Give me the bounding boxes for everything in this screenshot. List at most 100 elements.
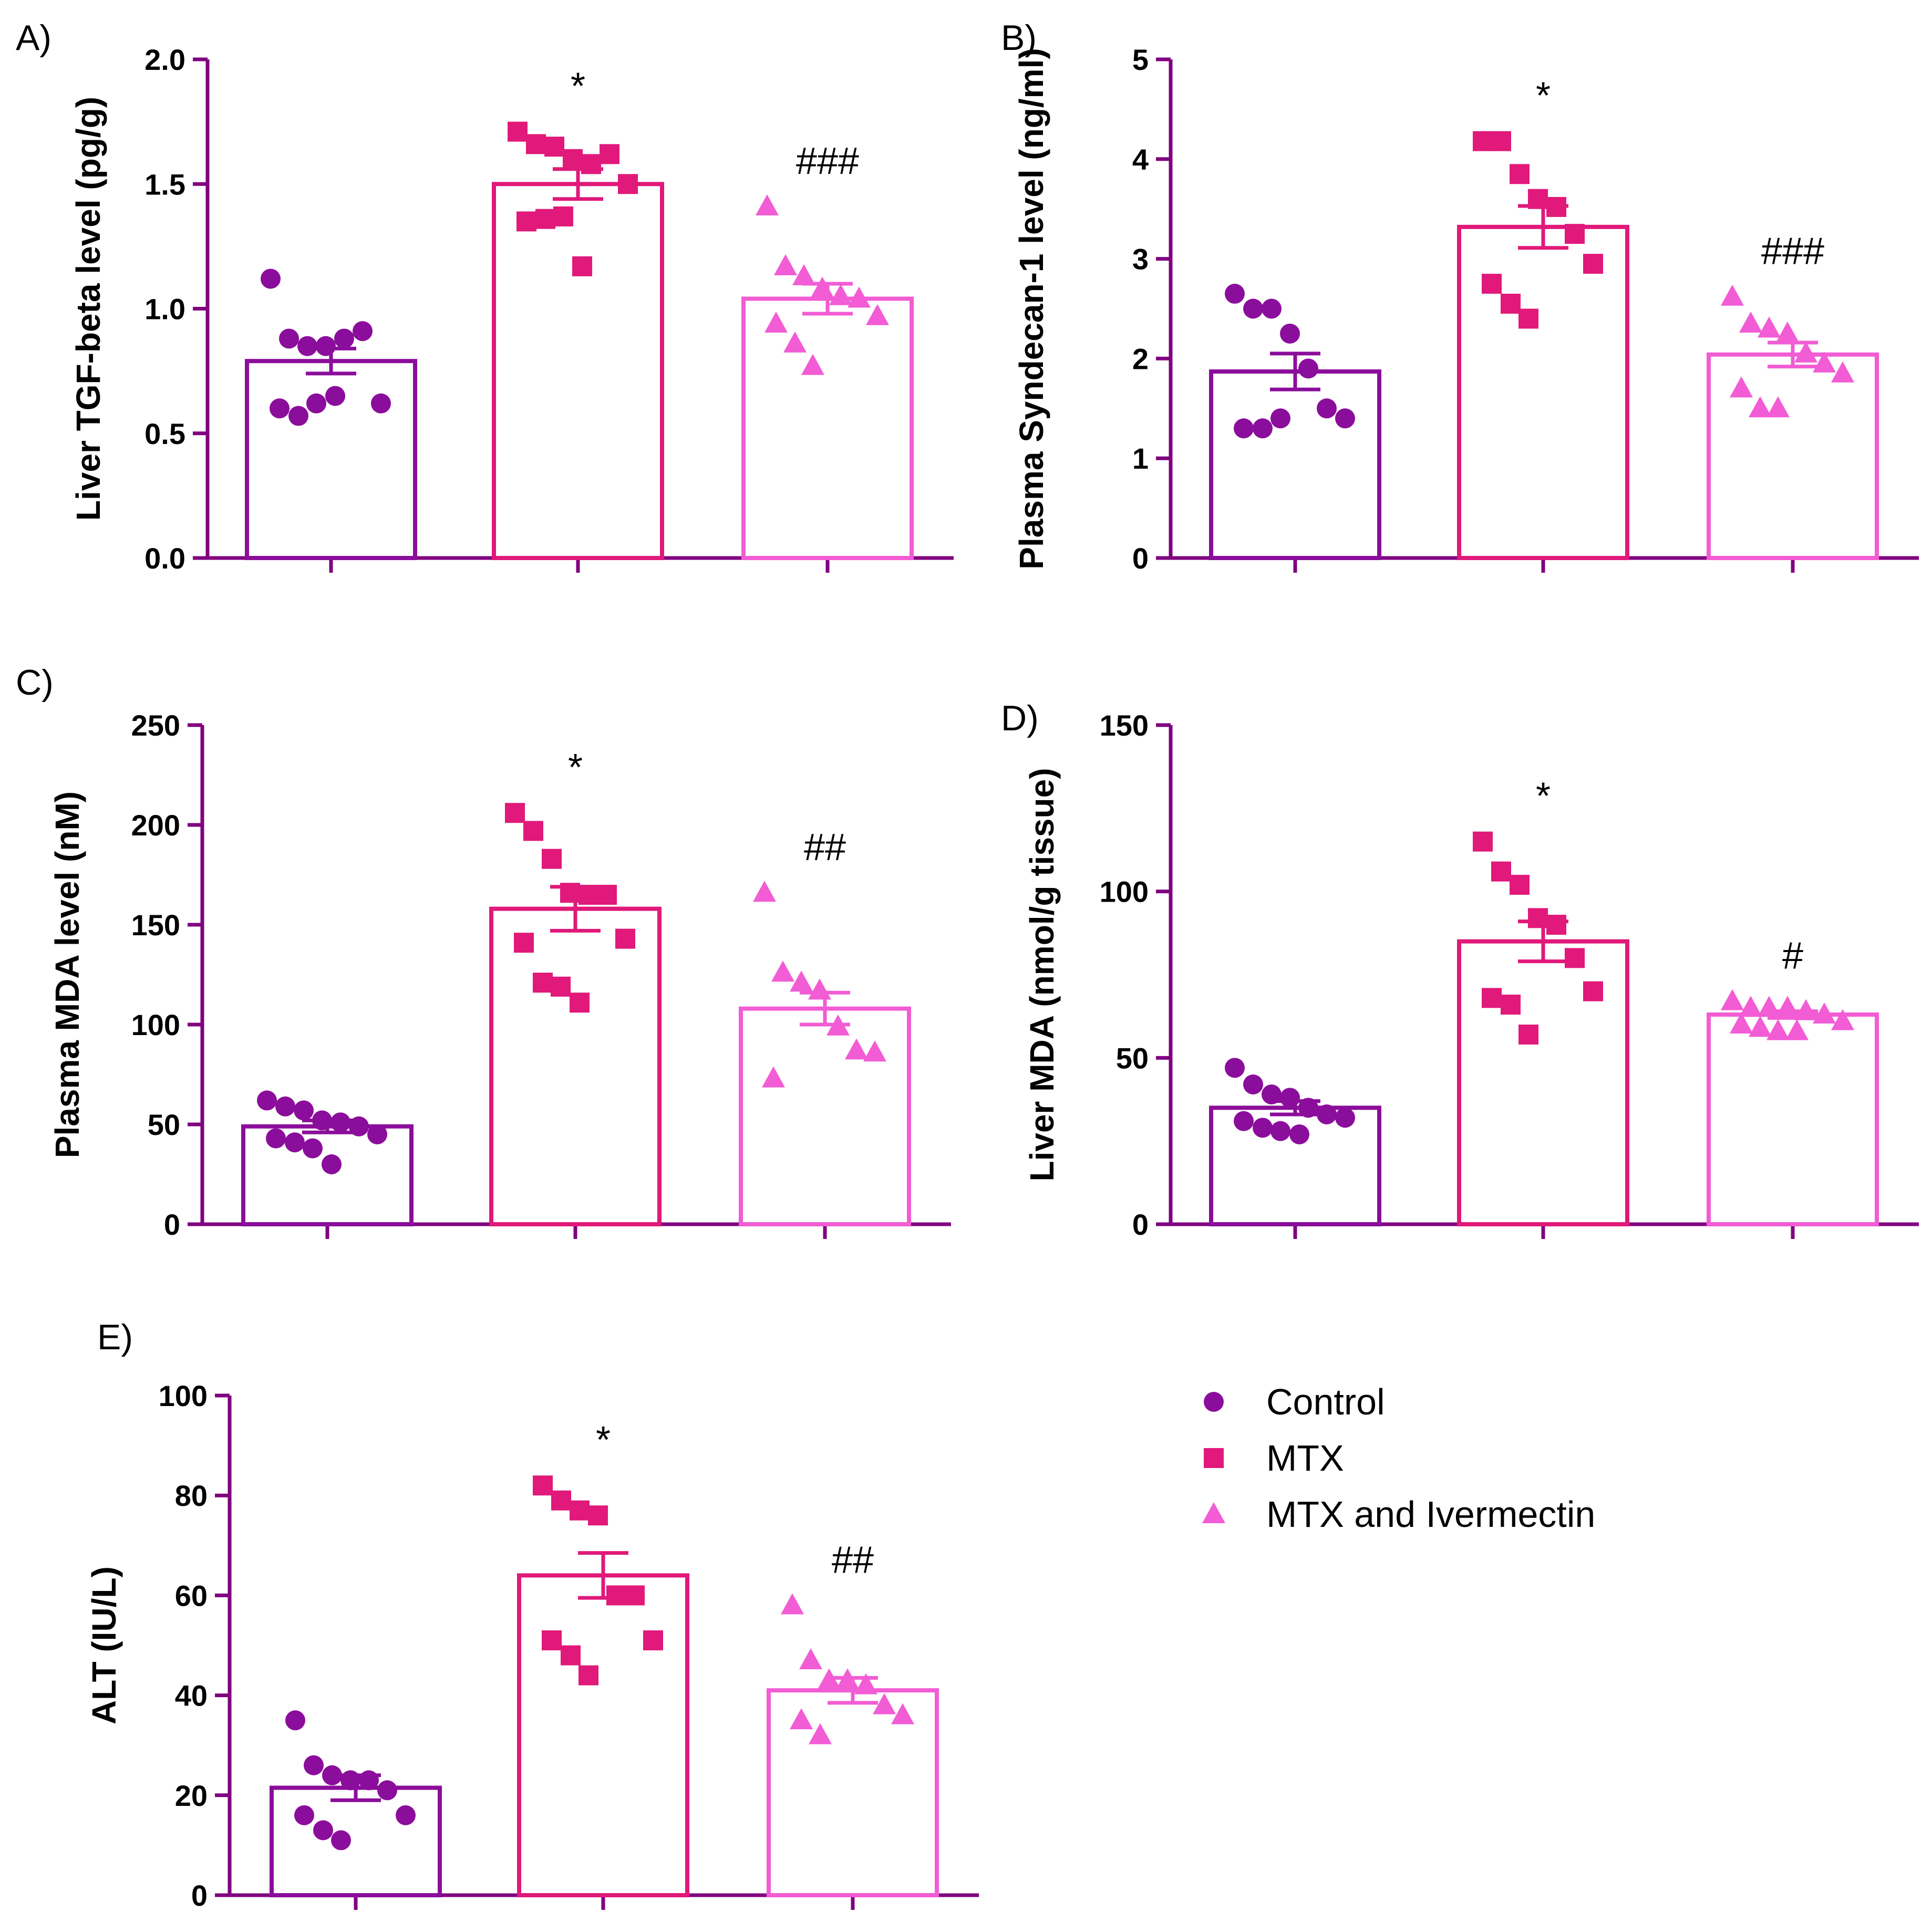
- data-point: [570, 993, 590, 1013]
- data-point: [1280, 323, 1300, 344]
- data-point: [771, 960, 794, 982]
- y-tick-label: 0.0: [144, 542, 185, 575]
- data-point: [285, 1710, 305, 1731]
- bar-mtx-and-ivermectin: [739, 1006, 911, 1226]
- data-point: [544, 137, 564, 157]
- data-point: [600, 144, 619, 164]
- data-point: [523, 821, 543, 841]
- data-point: [1813, 1003, 1836, 1024]
- data-point: [643, 1630, 663, 1650]
- data-point: [811, 276, 834, 298]
- data-point: [597, 885, 617, 905]
- data-point: [1831, 361, 1854, 383]
- chart-panel-c: C) 0 50 100 150 200 250 Plasma MDA level (nM) * #…: [16, 663, 951, 1241]
- data-point: [578, 1665, 598, 1686]
- data-point: [762, 1066, 785, 1088]
- bar-mtx-and-ivermectin: [1707, 352, 1879, 560]
- y-tick-label: 4: [1132, 143, 1149, 176]
- data-point: [340, 1770, 360, 1791]
- data-point: [756, 194, 779, 215]
- y-tick-label: 50: [1116, 1041, 1149, 1074]
- data-point: [1335, 408, 1355, 429]
- data-point: [873, 1693, 896, 1714]
- data-point: [863, 1040, 886, 1062]
- y-tick-label: 250: [131, 709, 180, 742]
- data-point: [1766, 396, 1790, 418]
- data-point: [764, 311, 788, 333]
- data-point: [854, 1673, 877, 1694]
- data-point: [581, 154, 601, 174]
- data-point: [535, 209, 555, 229]
- y-tick-label: 100: [1100, 875, 1149, 908]
- data-point: [1813, 351, 1836, 373]
- data-point: [866, 304, 889, 325]
- data-point: [359, 1770, 379, 1791]
- bar-mtx-and-ivermectin: [741, 296, 914, 561]
- data-point: [294, 1100, 314, 1121]
- data-point: [809, 1723, 832, 1744]
- significance-annotation: ##: [832, 1539, 874, 1581]
- data-point: [306, 393, 326, 414]
- data-point: [553, 206, 573, 226]
- data-point: [349, 1116, 369, 1136]
- y-tick-label: 100: [131, 1008, 180, 1041]
- data-point: [826, 1014, 850, 1036]
- bar-mtx: [492, 182, 664, 560]
- legend-marker-square: [1204, 1448, 1224, 1468]
- y-axis-title: Liver MDA (nmol/g tissue): [1023, 768, 1061, 1181]
- data-point: [542, 849, 562, 869]
- y-axis-title: Plasma MDA level (nM): [48, 791, 86, 1158]
- data-point: [1766, 1019, 1790, 1040]
- data-point: [1289, 1124, 1309, 1144]
- data-point: [1730, 376, 1753, 398]
- data-point: [561, 1645, 581, 1666]
- data-point: [790, 1708, 813, 1730]
- data-point: [799, 1648, 822, 1670]
- data-point: [625, 1585, 645, 1606]
- data-point: [615, 928, 635, 949]
- y-tick-label: 5: [1132, 43, 1149, 76]
- panel-label: B): [1001, 18, 1037, 58]
- data-point: [783, 331, 807, 353]
- significance-annotation: ###: [796, 140, 859, 182]
- data-point: [1262, 298, 1282, 319]
- data-point: [261, 268, 281, 289]
- bar-mtx: [489, 906, 662, 1226]
- y-axis-title: Plasma Syndecan-1 level (ng/ml): [1013, 48, 1050, 569]
- data-point: [1583, 254, 1603, 274]
- data-point: [313, 1820, 333, 1841]
- data-point: [1546, 915, 1566, 935]
- data-point: [829, 284, 852, 305]
- data-point: [1758, 996, 1781, 1017]
- y-axis-title: ALT (IU/L): [85, 1566, 123, 1724]
- data-point: [1583, 981, 1603, 1001]
- legend-label: MTX and Ivermectin: [1266, 1494, 1595, 1535]
- data-point: [845, 1038, 868, 1060]
- significance-annotation: *: [596, 1419, 611, 1461]
- significance-annotation: *: [1536, 75, 1551, 117]
- data-point: [606, 1585, 626, 1606]
- data-point: [1776, 321, 1799, 343]
- data-point: [1482, 988, 1502, 1008]
- data-point: [353, 321, 373, 342]
- data-point: [542, 1630, 562, 1650]
- data-point: [322, 1765, 342, 1785]
- data-point: [1262, 1084, 1282, 1104]
- data-point: [330, 1112, 350, 1133]
- data-point: [297, 336, 317, 356]
- data-point: [790, 970, 813, 992]
- significance-annotation: ##: [804, 826, 846, 869]
- bar-control: [270, 1785, 442, 1897]
- data-point: [508, 121, 528, 142]
- data-point: [753, 881, 776, 902]
- data-point: [285, 1132, 305, 1153]
- y-axis-title: Liver TGF-beta level (pg/g): [69, 97, 107, 521]
- significance-annotation: ###: [1761, 231, 1824, 273]
- data-point: [1739, 311, 1762, 333]
- data-point: [1243, 298, 1263, 319]
- y-tick-label: 20: [175, 1779, 208, 1812]
- data-point: [1518, 308, 1538, 329]
- data-point: [891, 1703, 914, 1724]
- data-point: [275, 1096, 295, 1117]
